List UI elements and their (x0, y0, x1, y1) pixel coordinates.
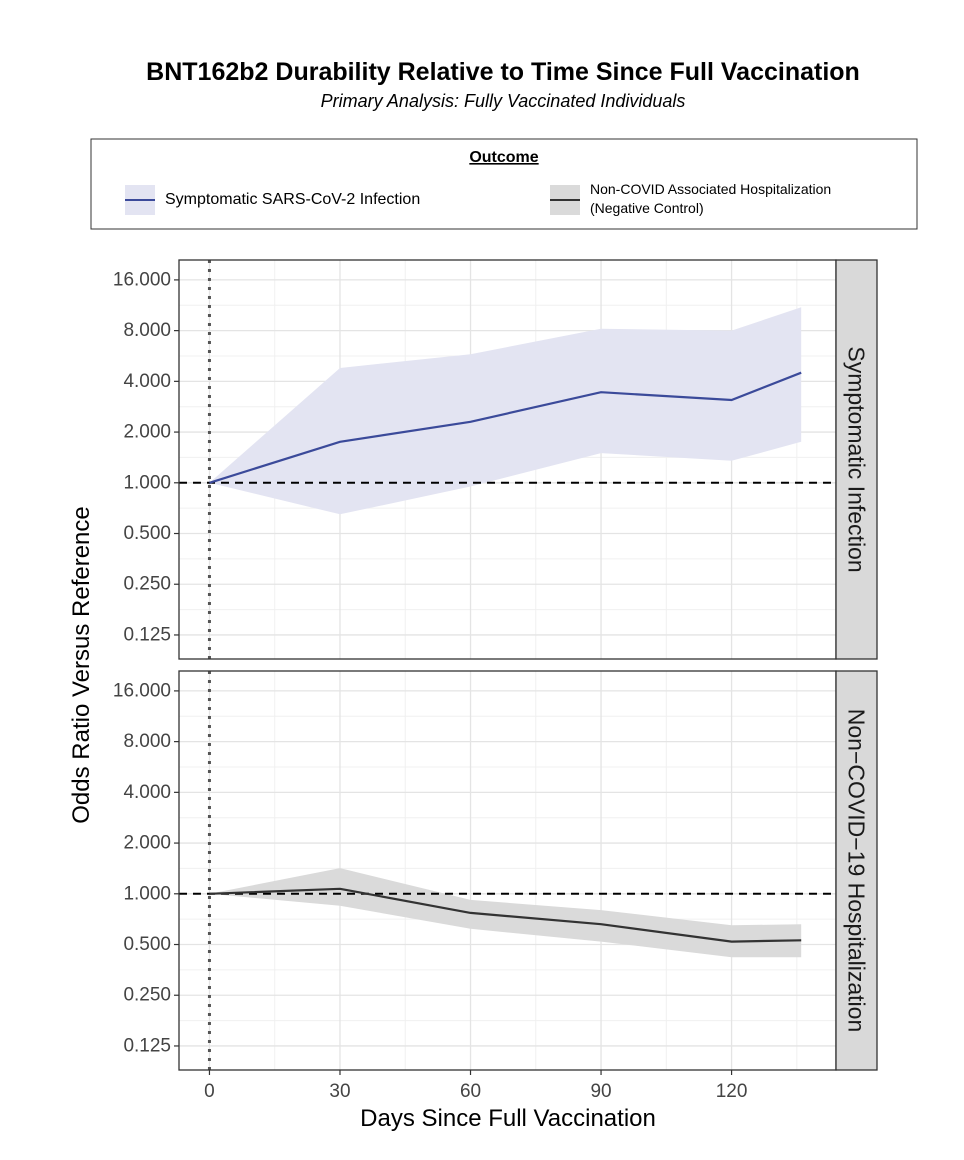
y-tick-label: 8.000 (123, 731, 171, 752)
y-tick-label: 0.125 (123, 624, 171, 645)
legend-label-hosp-line1: Non-COVID Associated Hospitalization (590, 181, 831, 197)
legend-label-infection: Symptomatic SARS-CoV-2 Infection (165, 191, 420, 208)
y-tick-label: 16.000 (113, 269, 171, 290)
x-tick-label: 0 (204, 1081, 215, 1102)
strip-box (835, 259, 878, 660)
legend-box (90, 138, 918, 230)
y-tick-label: 0.125 (123, 1035, 171, 1056)
chart-panels: Symptomatic Infection 0.125 0.250 0.500 1.00… (113, 259, 878, 1102)
x-tick-label: 60 (460, 1081, 481, 1102)
y-tick-label: 16.000 (113, 680, 171, 701)
y-tick-label: 0.500 (123, 523, 171, 544)
y-tick-label: 0.500 (123, 934, 171, 955)
legend-label-hosp-line2: (Negative Control) (590, 200, 704, 216)
y-tick-label: 1.000 (123, 472, 171, 493)
y-tick-label: 1.000 (123, 883, 171, 904)
confidence-band (209, 307, 802, 515)
y-tick-label: 2.000 (123, 422, 171, 443)
y-tick-label: 0.250 (123, 985, 171, 1006)
x-axis-label: Days Since Full Vaccination (360, 1105, 656, 1132)
chart-subtitle: Primary Analysis: Fully Vaccinated Indiv… (321, 91, 686, 111)
y-tick-label: 4.000 (123, 371, 171, 392)
confidence-band (209, 868, 802, 958)
strip-box (835, 670, 878, 1071)
y-tick-label: 2.000 (123, 833, 171, 854)
series-line (209, 887, 802, 943)
legend: Outcome Symptomatic SARS-CoV-2 Infection… (90, 138, 918, 230)
panel-1: Symptomatic Infection 0.125 0.250 0.500 1.00… (113, 259, 878, 660)
strip-label: Symptomatic Infection (844, 346, 870, 572)
y-tick-label: 4.000 (123, 782, 171, 803)
y-tick-label: 0.250 (123, 574, 171, 595)
strip-label: Non−COVID−19 Hospitalization (844, 709, 870, 1032)
x-tick-label: 120 (716, 1081, 748, 1102)
legend-title: Outcome (469, 149, 538, 166)
y-axis-label: Odds Ratio Versus Reference (68, 506, 95, 824)
x-tick-label: 30 (329, 1081, 350, 1102)
x-tick-label: 90 (590, 1081, 611, 1102)
panel-2: Non−COVID−19 Hospitalization 0.125 0.250 0.… (113, 670, 878, 1102)
series-line (209, 371, 802, 484)
chart-title: BNT162b2 Durability Relative to Time Sin… (146, 58, 860, 86)
panel-border (178, 670, 837, 1071)
y-tick-label: 8.000 (123, 320, 171, 341)
